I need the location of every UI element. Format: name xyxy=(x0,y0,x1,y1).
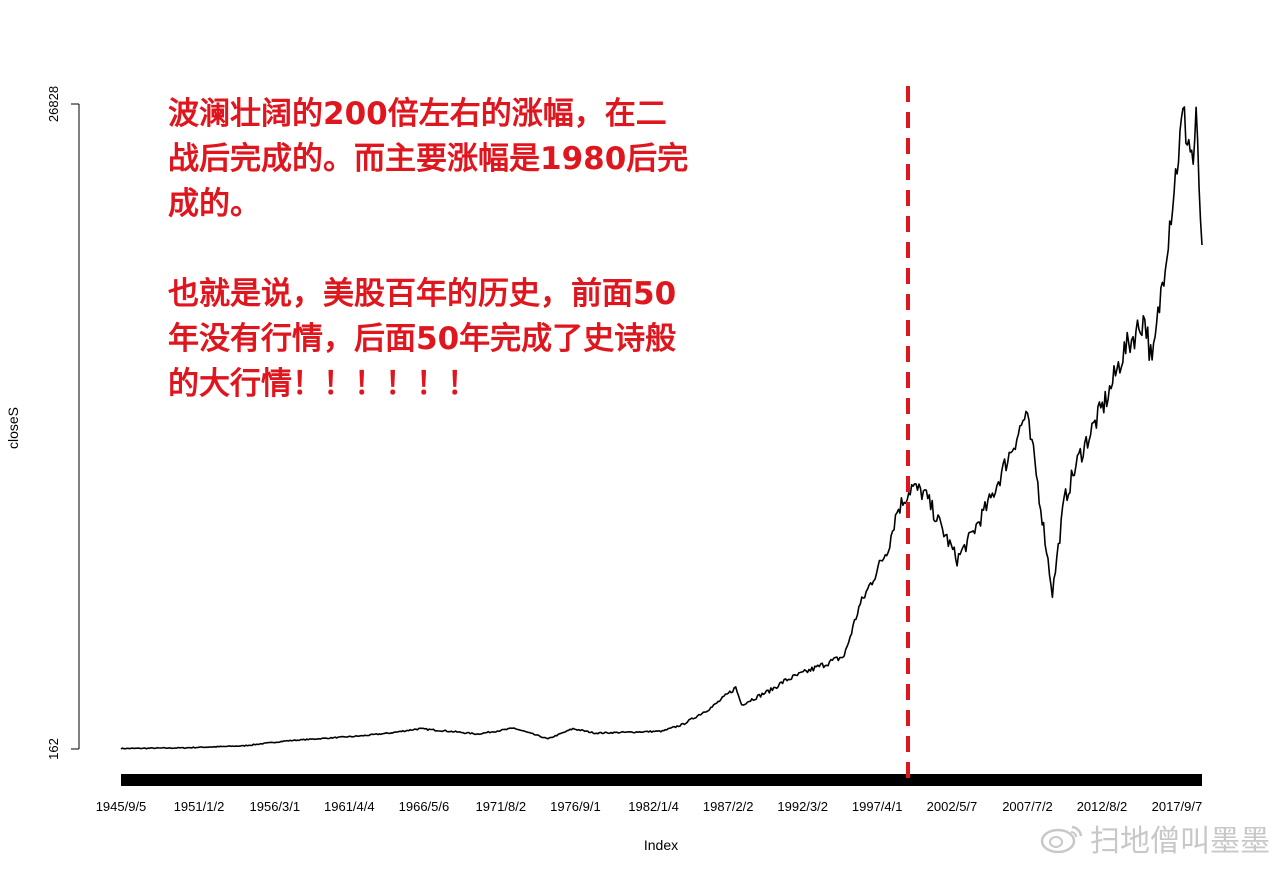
x-tick-label: 1982/1/4 xyxy=(628,799,679,814)
x-tick-label: 2017/9/7 xyxy=(1152,799,1203,814)
x-tick-label: 1961/4/4 xyxy=(324,799,375,814)
watermark-text: 扫地僧叫墨墨 xyxy=(1090,824,1270,859)
x-tick-label: 1956/3/1 xyxy=(250,799,301,814)
x-tick-label: 1997/4/1 xyxy=(852,799,903,814)
x-tick-label: 1966/5/6 xyxy=(399,799,450,814)
x-tick-label: 2002/5/7 xyxy=(927,799,978,814)
x-tick-labels: 1945/9/5 1951/1/2 1956/3/1 1961/4/4 1966/5/6… xyxy=(96,799,1203,814)
y-tick-label-max: 26828 xyxy=(46,86,61,122)
x-tick-label: 1951/1/2 xyxy=(174,799,225,814)
watermark: 扫地僧叫墨墨 xyxy=(1040,816,1270,860)
chart-annotation: 波澜壮阔的200倍左右的涨幅，在二 战后完成的。而主要涨幅是1980后完 成的。… xyxy=(168,92,768,407)
x-axis-bar xyxy=(121,774,1202,786)
weibo-logo-icon xyxy=(1040,825,1083,853)
x-tick-label: 1945/9/5 xyxy=(96,799,147,814)
x-tick-label: 2012/8/2 xyxy=(1077,799,1128,814)
x-tick-label: 1992/3/2 xyxy=(777,799,828,814)
x-tick-label: 2007/7/2 xyxy=(1002,799,1053,814)
x-tick-label: 1971/8/2 xyxy=(475,799,526,814)
x-tick-label: 1987/2/2 xyxy=(703,799,754,814)
x-axis-label: Index xyxy=(644,837,678,853)
x-tick-label: 1976/9/1 xyxy=(550,799,601,814)
annotation-paragraph-2: 也就是说，美股百年的历史，前面50 年没有行情，后面50年完成了史诗般 的大行情… xyxy=(168,276,677,402)
annotation-paragraph-1: 波澜壮阔的200倍左右的涨幅，在二 战后完成的。而主要涨幅是1980后完 成的。 xyxy=(168,96,689,222)
series-line-closeS xyxy=(120,106,1203,750)
y-axis-label: closeS xyxy=(5,407,21,449)
y-tick-label-min: 162 xyxy=(46,738,61,760)
